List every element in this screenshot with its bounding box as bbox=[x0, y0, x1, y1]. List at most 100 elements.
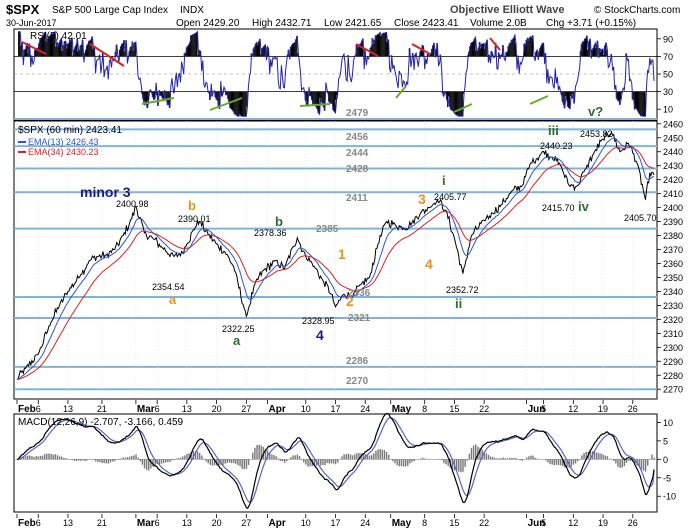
macd-histogram-bar bbox=[139, 459, 141, 462]
macd-histogram-bar bbox=[606, 456, 609, 460]
rsi-oversold-fill bbox=[458, 91, 460, 117]
rsi-level-label-2479: 2479 bbox=[346, 108, 369, 119]
macd-histogram-bar bbox=[171, 459, 173, 461]
macd-histogram-bar bbox=[313, 459, 316, 467]
rsi-overbought-fill bbox=[542, 43, 544, 57]
x-axis-bottom-tick-label-20: 19 bbox=[598, 518, 608, 528]
rsi-overbought-fill bbox=[129, 47, 131, 57]
macd-tick-label-0: 10 bbox=[663, 418, 673, 428]
x-axis-tick-label-11: 17 bbox=[330, 404, 340, 414]
rsi-oversold-fill bbox=[462, 91, 464, 94]
rsi-divergence-markers bbox=[21, 37, 549, 113]
price-label-2390-01: 2390.01 bbox=[178, 214, 211, 224]
rsi-oversold-fill bbox=[145, 91, 147, 105]
macd-histogram-bar bbox=[243, 459, 245, 470]
rsi-oversold-fill bbox=[321, 91, 323, 105]
macd-histogram-bar bbox=[379, 448, 381, 460]
rsi-overbought-fill bbox=[373, 39, 375, 57]
rsi-oversold-fill bbox=[618, 91, 621, 105]
macd-histogram-bar bbox=[347, 453, 350, 460]
rsi-overbought-fill bbox=[376, 34, 378, 57]
macd-histogram-bar bbox=[35, 456, 37, 460]
price-tick-label-17: 2290 bbox=[663, 357, 683, 367]
macd-histogram-bar bbox=[602, 454, 604, 460]
macd-histogram-bar bbox=[165, 459, 167, 463]
rsi-overbought-fill bbox=[47, 36, 49, 57]
macd-histogram-bar bbox=[411, 459, 413, 463]
rsi-overbought-fill bbox=[420, 48, 422, 57]
rsi-oversold-fill bbox=[319, 91, 321, 99]
rsi-overbought-fill bbox=[260, 54, 262, 57]
macd-histogram-bar bbox=[492, 456, 494, 460]
rsi-overbought-fill bbox=[21, 42, 23, 57]
rsi-overbought-fill bbox=[194, 33, 196, 57]
macd-histogram-bar bbox=[504, 458, 507, 460]
macd-histogram-bar bbox=[613, 459, 615, 462]
rsi-overbought-fill bbox=[44, 32, 46, 57]
macd-histogram-bar bbox=[179, 457, 182, 460]
macd-histogram-bar bbox=[553, 459, 556, 466]
rsi-overbought-fill bbox=[506, 52, 508, 57]
rsi-oversold-fill bbox=[334, 91, 336, 113]
x-axis-bottom-tick-label-2: 13 bbox=[63, 518, 73, 528]
macd-histogram-bar bbox=[275, 456, 277, 460]
rsi-tick-label-1: 70 bbox=[663, 52, 673, 62]
macd-histogram-bar bbox=[105, 459, 107, 464]
rsi-overbought-fill bbox=[433, 42, 435, 57]
price-label-2378-36: 2378.36 bbox=[254, 228, 287, 238]
macd-histogram-bar bbox=[290, 457, 292, 460]
macd-histogram-bar bbox=[160, 459, 163, 464]
rsi-oversold-fill bbox=[639, 91, 641, 115]
rsi-oversold-fill bbox=[568, 91, 570, 108]
macd-histogram-bar bbox=[625, 459, 628, 464]
macd-histogram-bar bbox=[213, 459, 216, 466]
rsi-overbought-fill bbox=[491, 53, 493, 57]
macd-histogram-bar bbox=[566, 459, 568, 467]
rsi-overbought-fill bbox=[594, 43, 596, 57]
x-axis-bottom-tick-label-21: 26 bbox=[628, 518, 638, 528]
macd-histogram-bar bbox=[534, 457, 536, 460]
macd-histogram-bar bbox=[532, 455, 534, 460]
rsi-overbought-fill bbox=[26, 43, 28, 57]
rsi-overbought-fill bbox=[384, 32, 386, 57]
macd-histogram-bar bbox=[640, 459, 643, 470]
rsi-overbought-fill bbox=[508, 43, 510, 57]
rsi-oversold-fill bbox=[620, 91, 622, 100]
macd-histogram-bar bbox=[196, 451, 199, 460]
x-axis-bottom-tick-label-10: 10 bbox=[301, 518, 311, 528]
macd-histogram-bar bbox=[362, 453, 364, 460]
macd-histogram-bar bbox=[307, 459, 309, 467]
macd-histogram-bar bbox=[466, 459, 468, 461]
rsi-oversold-fill bbox=[245, 91, 247, 117]
rsi-overbought-fill bbox=[197, 55, 199, 57]
macd-histogram-bar bbox=[460, 459, 462, 473]
macd-histogram-bar bbox=[58, 456, 61, 460]
macd-histogram-bar bbox=[131, 455, 133, 460]
x-axis-tick-label-3: 21 bbox=[97, 404, 107, 414]
rsi-overbought-fill bbox=[63, 41, 65, 57]
rsi-overbought-fill bbox=[582, 41, 584, 57]
rsi-oversold-fill bbox=[461, 91, 463, 117]
rsi-oversold-fill bbox=[234, 91, 236, 115]
rsi-divergence-red-3 bbox=[355, 43, 379, 57]
rsi-oversold-fill bbox=[318, 91, 320, 115]
macd-histogram-bar bbox=[358, 452, 360, 460]
rsi-overbought-fill bbox=[188, 42, 191, 57]
macd-histogram-bar bbox=[296, 454, 299, 460]
macd-histogram-bar bbox=[596, 452, 598, 460]
rsi-overbought-fill bbox=[587, 49, 589, 57]
rsi-overbought-fill bbox=[19, 31, 21, 57]
chart-attribution: Objective Elliott Wave bbox=[450, 4, 565, 16]
x-axis-bottom-tick-label-11: 17 bbox=[330, 518, 340, 528]
rsi-oversold-fill bbox=[448, 91, 450, 97]
macd-histogram-bar bbox=[481, 449, 483, 460]
macd-histogram-bar bbox=[39, 455, 42, 460]
wave-label-2: 2 bbox=[346, 293, 354, 309]
macd-histogram-bar bbox=[581, 455, 583, 460]
macd-histogram-bar bbox=[638, 459, 640, 467]
rsi-overbought-fill bbox=[54, 31, 56, 57]
rsi-overbought-fill bbox=[375, 35, 377, 57]
rsi-overbought-fill bbox=[45, 41, 47, 57]
rsi-overbought-fill bbox=[374, 35, 376, 57]
